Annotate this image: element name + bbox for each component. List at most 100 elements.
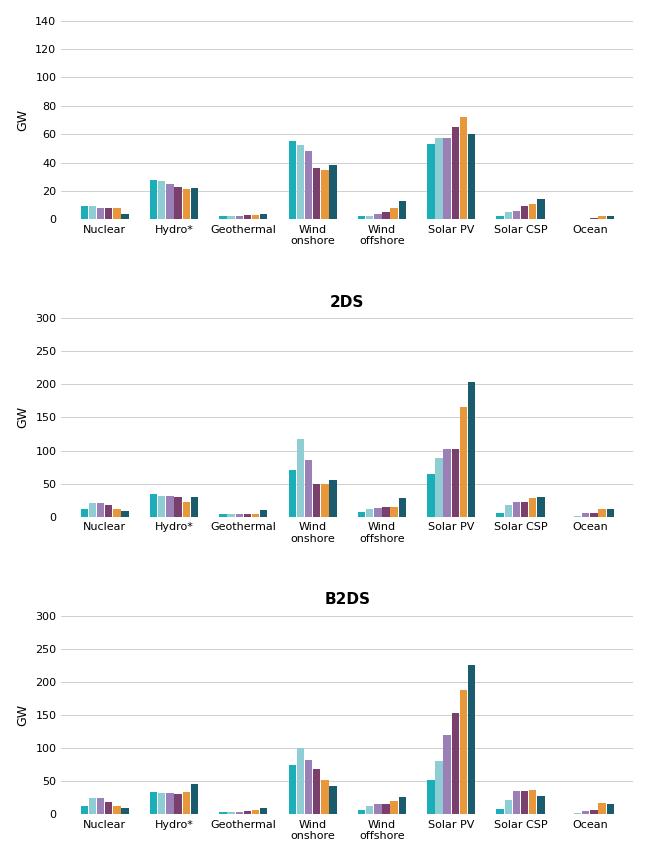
Bar <box>590 218 597 220</box>
Bar <box>89 503 96 517</box>
Bar <box>330 787 337 814</box>
Bar <box>150 792 157 814</box>
Bar <box>166 184 174 220</box>
Bar <box>497 216 504 220</box>
Bar <box>452 127 459 220</box>
Bar <box>296 748 304 814</box>
Bar <box>374 508 382 517</box>
Bar <box>521 791 528 814</box>
Bar <box>305 460 312 517</box>
Bar <box>513 211 520 220</box>
Bar <box>113 510 121 517</box>
Bar <box>305 760 312 814</box>
Bar <box>97 503 104 517</box>
Bar <box>174 497 182 517</box>
Bar <box>358 810 365 814</box>
Bar <box>460 408 467 517</box>
Bar <box>443 449 451 517</box>
Bar <box>590 810 597 814</box>
Bar <box>166 793 174 814</box>
Bar <box>606 509 614 517</box>
Bar <box>374 214 382 220</box>
Bar <box>460 118 467 220</box>
Bar <box>391 801 398 814</box>
Bar <box>174 794 182 814</box>
Bar <box>174 187 182 220</box>
Bar <box>452 713 459 814</box>
Bar <box>227 216 235 220</box>
Bar <box>150 494 157 517</box>
Bar <box>227 812 235 814</box>
Bar <box>97 798 104 814</box>
Bar <box>122 807 129 814</box>
Bar <box>468 134 475 220</box>
Bar <box>158 181 166 220</box>
Bar <box>313 168 320 220</box>
Bar <box>289 470 296 517</box>
Bar <box>158 793 166 814</box>
Bar <box>260 511 267 517</box>
Bar <box>252 215 259 220</box>
Bar <box>158 496 166 517</box>
Bar <box>289 764 296 814</box>
Bar <box>582 513 590 517</box>
Bar <box>166 496 174 517</box>
Bar <box>260 807 267 814</box>
Bar <box>227 514 235 517</box>
Bar <box>427 144 434 220</box>
Bar <box>436 138 443 220</box>
Bar <box>105 801 112 814</box>
Bar <box>321 484 328 517</box>
Bar <box>235 812 243 814</box>
Bar <box>183 190 190 220</box>
Bar <box>252 810 259 814</box>
Bar <box>81 509 88 517</box>
Bar <box>599 803 606 814</box>
Bar <box>296 146 304 220</box>
Bar <box>235 216 243 220</box>
Bar <box>538 199 545 220</box>
Bar <box>468 665 475 814</box>
Bar <box>590 513 597 517</box>
Bar <box>330 480 337 517</box>
Bar <box>427 780 434 814</box>
Bar <box>219 514 227 517</box>
Bar <box>313 769 320 814</box>
Y-axis label: GW: GW <box>17 704 30 726</box>
Bar <box>436 458 443 517</box>
Bar <box>183 502 190 517</box>
Bar <box>521 502 528 517</box>
Bar <box>321 780 328 814</box>
Bar <box>529 789 536 814</box>
Bar <box>89 798 96 814</box>
Bar <box>113 208 121 220</box>
Bar <box>358 512 365 517</box>
Bar <box>398 797 406 814</box>
Bar <box>606 216 614 220</box>
Bar <box>252 514 259 517</box>
Bar <box>358 216 365 220</box>
Bar <box>382 507 389 517</box>
Bar <box>497 809 504 814</box>
Bar <box>122 214 129 220</box>
Bar <box>504 505 512 517</box>
Bar <box>97 208 104 220</box>
Bar <box>89 207 96 220</box>
Bar <box>398 498 406 517</box>
Bar <box>366 806 373 814</box>
Bar <box>244 514 251 517</box>
Bar <box>443 734 451 814</box>
Bar <box>81 807 88 814</box>
Bar <box>190 188 198 220</box>
Bar <box>606 804 614 814</box>
Bar <box>235 514 243 517</box>
Bar <box>313 484 320 517</box>
Bar <box>538 497 545 517</box>
Bar <box>219 216 227 220</box>
Bar <box>504 800 512 814</box>
Bar <box>538 795 545 814</box>
Bar <box>398 201 406 220</box>
Bar <box>244 811 251 814</box>
Bar <box>452 449 459 517</box>
Bar <box>190 783 198 814</box>
